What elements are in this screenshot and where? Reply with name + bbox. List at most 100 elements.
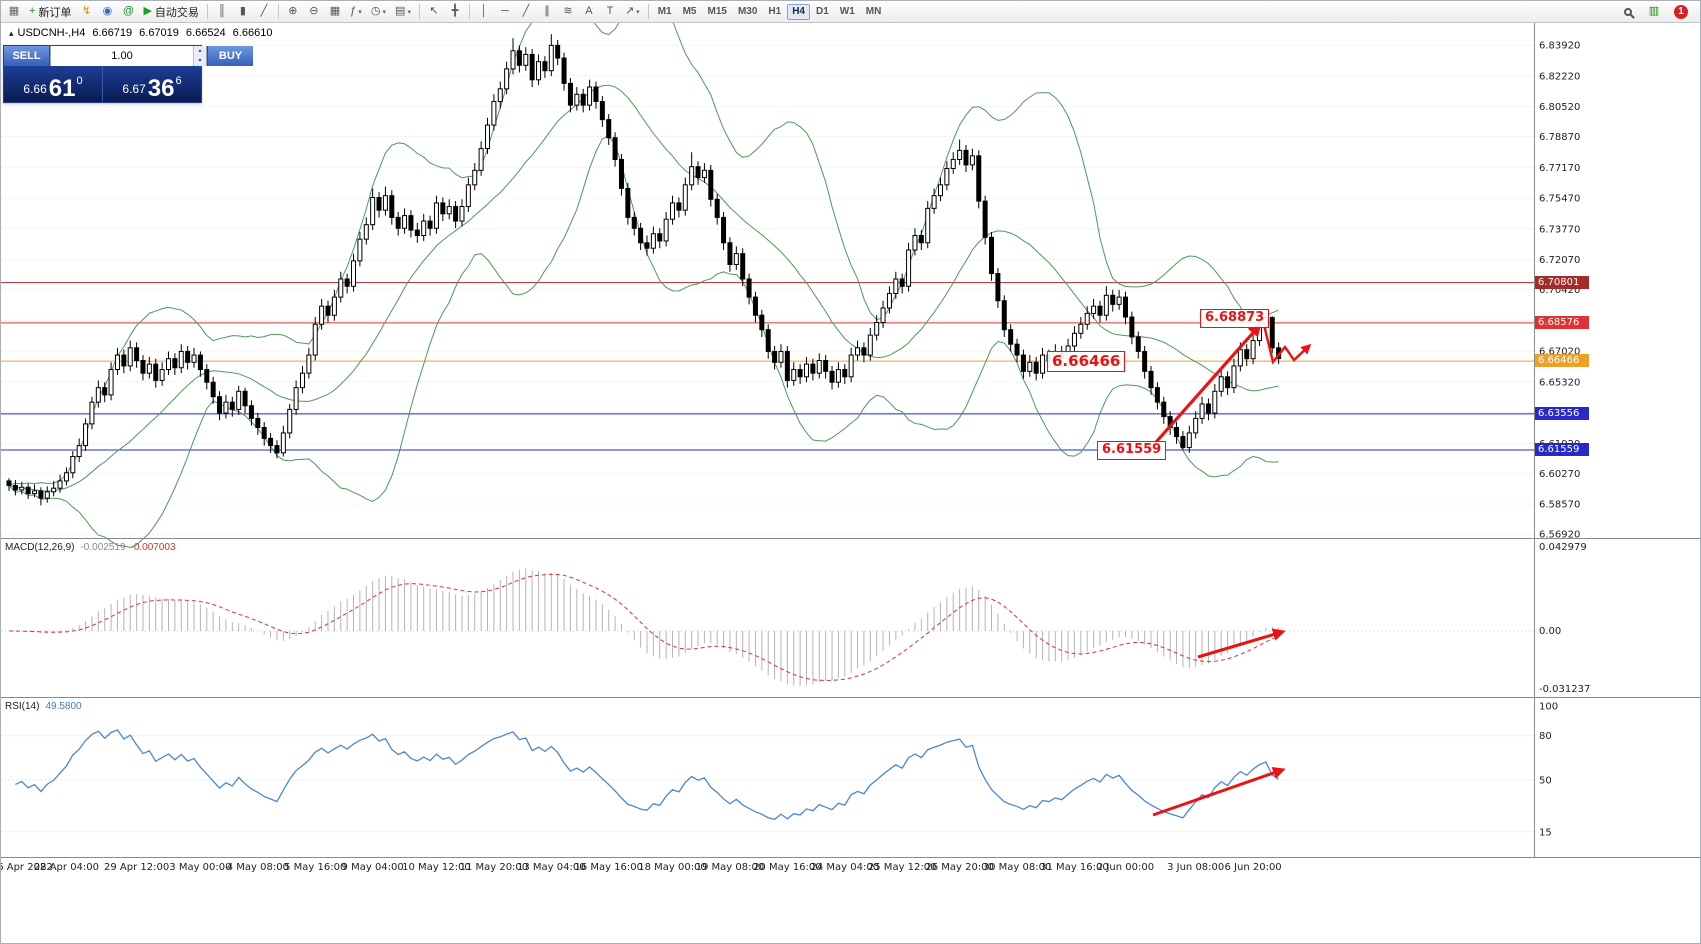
auto-trading-icon: ▶ [143,5,152,17]
svg-text:28 Apr 04:00: 28 Apr 04:00 [34,862,99,873]
chart-line-icon: ╱ [260,5,268,17]
macd-value-1: -0.002519 [80,542,126,553]
chart-candles-button[interactable]: ▮ [233,3,253,21]
vertical-line-button[interactable]: │ [474,3,494,21]
new-order-icon: + [29,5,36,17]
chart-line-button[interactable]: ╱ [254,3,274,21]
price-annotation[interactable]: 6.66466 [1047,351,1126,373]
market-watch-button[interactable]: ◉ [97,3,117,21]
new-order-button[interactable]: + 新订单 [25,3,75,21]
buy-price-small: 6.67 [122,82,146,96]
timeframe-m15-button[interactable]: M15 [707,6,727,17]
new-chart-button[interactable]: ▦ [4,3,24,21]
chart-profile-button[interactable]: ▥ [1644,3,1664,21]
svg-text:15: 15 [1539,827,1552,838]
cursor-button[interactable]: ↖ [424,3,444,21]
svg-text:6.56920: 6.56920 [1539,530,1580,541]
tile-windows-icon: ▦ [329,5,341,17]
sell-price-sup: 0 [76,75,83,87]
timeframe-m5-button[interactable]: M5 [682,6,697,17]
rsi-name: RSI(14) [5,701,40,712]
buy-price[interactable]: 6.67 36 6 [103,66,201,102]
sell-price-small: 6.66 [23,82,47,96]
svg-text:6.83920: 6.83920 [1539,41,1580,52]
arrows-button[interactable]: ↗ ▾ [621,3,644,21]
toolbar-separator [647,4,649,19]
svg-text:18 May 00:00: 18 May 00:00 [638,862,707,873]
zoom-out-button[interactable]: ⊖ [304,3,324,21]
zoom-in-button[interactable]: ⊕ [283,3,303,21]
search-button[interactable] [1618,3,1638,21]
timeframe-h1-button[interactable]: H1 [768,6,782,17]
chart-bars-button[interactable]: ║ [212,3,232,21]
svg-text:13 May 04:00: 13 May 04:00 [517,862,586,873]
indicators-button[interactable]: ƒ ▾ [346,3,366,21]
svg-text:50: 50 [1539,776,1552,787]
buy-price-big: 36 [147,74,175,102]
svg-text:6.67020: 6.67020 [1539,347,1580,358]
svg-text:5 May 16:00: 5 May 16:00 [284,862,346,873]
macd-indicator-label: MACD(12,26,9) -0.002519 -0.007003 [5,542,176,553]
sell-price-big: 61 [48,74,76,102]
crosshair-icon: ╋ [451,5,459,17]
price-annotation[interactable]: 6.61559 [1097,441,1167,460]
equidistant-channel-icon: ∥ [544,5,550,17]
text-label-button[interactable]: T [600,3,620,21]
symbol-name: USDCNH-,H4 [17,27,86,39]
alerts-button[interactable]: ↯ [76,3,96,21]
caret-down-icon: ▾ [382,8,387,16]
trendline-button[interactable]: ╱ [516,3,536,21]
svg-text:2 Jun 00:00: 2 Jun 00:00 [1097,862,1154,873]
toolbar-separator [468,4,470,19]
notifications-button[interactable]: 1 [1670,3,1692,21]
toolbar-separator [418,4,420,19]
volume-down-icon[interactable]: ▼ [194,56,206,66]
timeframe-d1-button[interactable]: D1 [816,6,829,17]
volume-spinner: ▲ ▼ [193,46,206,66]
caret-down-icon: ▾ [358,8,362,16]
svg-text:11 May 20:00: 11 May 20:00 [460,862,529,873]
fibonacci-button[interactable]: ≋ [558,3,578,21]
rsi-value: 49.5800 [45,701,82,712]
svg-text:16 May 16:00: 16 May 16:00 [574,862,643,873]
svg-text:24 May 04:00: 24 May 04:00 [810,862,879,873]
periods-icon: ◷ [370,5,381,17]
ohlc-close: 6.66610 [232,27,273,39]
sell-button[interactable]: SELL [4,46,50,66]
text-button[interactable]: A [579,3,599,21]
volume-input[interactable] [51,46,193,66]
templates-button[interactable]: ▤ ▾ [391,3,415,21]
sell-price[interactable]: 6.66 61 0 [4,66,103,102]
equidistant-channel-button[interactable]: ∥ [537,3,557,21]
zoom-in-icon: ⊕ [288,5,298,17]
timeframe-h4-button[interactable]: H4 [787,3,810,20]
community-icon: @ [122,5,135,17]
svg-text:6.65320: 6.65320 [1539,377,1580,388]
axis-price-badge: 6.61559 [1535,442,1589,456]
community-button[interactable]: @ [118,3,138,21]
tile-windows-button[interactable]: ▦ [325,3,345,21]
axis-price-badge: 6.70801 [1535,275,1589,289]
chart-bars-icon: ║ [218,5,226,17]
text-icon: A [585,5,593,17]
timeframe-m30-button[interactable]: M30 [737,6,758,17]
horizontal-line-button[interactable]: ─ [495,3,515,21]
chart-profile-icon: ▥ [1648,5,1660,17]
svg-text:31 May 16:00: 31 May 16:00 [1040,862,1109,873]
search-icon [1624,7,1632,16]
zoom-out-icon: ⊖ [309,5,319,17]
crosshair-button[interactable]: ╋ [445,3,465,21]
new-chart-icon: ▦ [8,5,20,17]
periods-button[interactable]: ◷ ▾ [367,3,390,21]
timeframe-w1-button[interactable]: W1 [839,6,855,17]
timeframe-mn-button[interactable]: MN [865,6,882,17]
timeframe-m1-button[interactable]: M1 [657,6,672,17]
toolbar: ▦ + 新订单 ↯ ◉ @ ▶ 自动交易 ║ ▮ ╱ ⊕ ⊖ ▦ ƒ ▾ ◷ ▾ ▤ ▾ ↖ ╋ │ ─ ╱ ∥ ≋ A T ↗ ▾ M1 M5… [1,1,1700,23]
chart-candles-icon: ▮ [239,5,246,17]
price-annotation[interactable]: 6.68873 [1200,309,1270,328]
volume-up-icon[interactable]: ▲ [194,46,206,56]
auto-trading-button[interactable]: ▶ 自动交易 [139,3,202,21]
buy-button[interactable]: BUY [207,46,253,66]
